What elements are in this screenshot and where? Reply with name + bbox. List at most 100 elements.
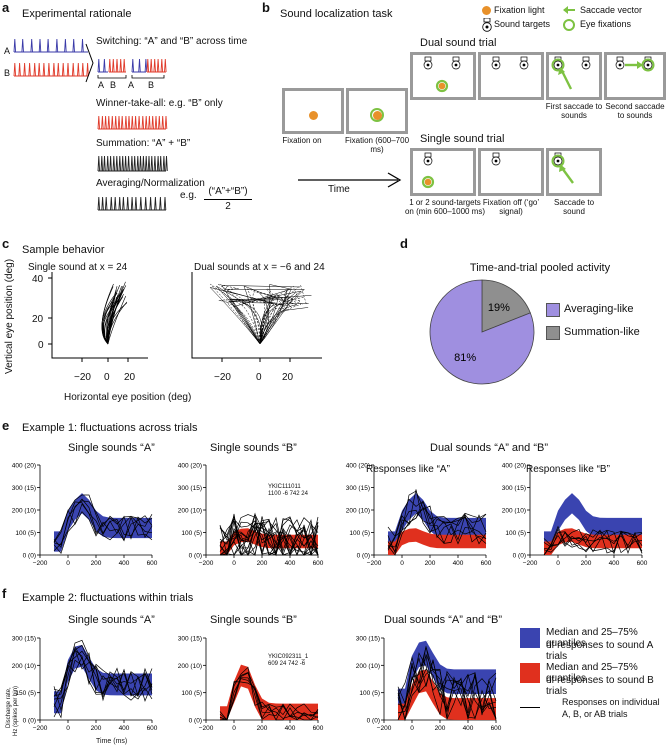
y-tick-label: 0 (0) xyxy=(357,553,370,560)
time-label: Time xyxy=(328,184,350,195)
box-fixation-on xyxy=(282,88,344,134)
pie-value-label-summation: 19% xyxy=(488,302,510,314)
panel-e-letter: e xyxy=(2,418,10,433)
e-cell-id-1: YKIC111011 xyxy=(268,484,301,490)
x-tick-label: −200 xyxy=(377,725,392,732)
x-tick-label: 200 xyxy=(425,560,436,567)
trial-response-line xyxy=(543,528,643,556)
spike-train xyxy=(97,155,168,172)
fixation-light-icon xyxy=(309,111,318,120)
speaker-icon xyxy=(581,56,591,70)
trial-response-line xyxy=(220,678,319,721)
trial-response-line xyxy=(219,513,319,555)
eye-trace xyxy=(107,294,124,345)
panel-b-title: Sound localization task xyxy=(280,8,393,20)
y-tick-label: 100 (5) xyxy=(359,690,380,697)
panel-a-letter: a xyxy=(2,0,10,15)
f-cell-id-1: YKIC092311_1 xyxy=(268,654,309,660)
switch-label-b2: B xyxy=(148,80,155,90)
y-tick-label: 100 (5) xyxy=(349,530,370,537)
x-tick-label: 600 xyxy=(147,725,158,732)
trial-response-line xyxy=(219,672,319,721)
y-tick-label: 400 (20) xyxy=(12,463,36,470)
y-tick-label: 100 (5) xyxy=(15,530,36,537)
eye-trace xyxy=(259,286,294,345)
eye-trace xyxy=(259,293,292,345)
pie-title: Time-and-trial pooled activity xyxy=(469,262,611,274)
e-single-b: Single sounds “B” xyxy=(210,442,297,454)
quantile-band xyxy=(220,664,318,720)
averaging-train xyxy=(97,196,167,211)
spike-train xyxy=(146,58,167,73)
x-tick-label: 200 xyxy=(257,725,268,732)
summation-train xyxy=(97,155,168,172)
e-dual: Dual sounds “A” and “B” xyxy=(430,442,548,454)
eye-trace xyxy=(218,296,288,345)
label-fixation: Fixation (600–700 ms) xyxy=(344,136,410,154)
trial-response-line xyxy=(53,644,153,698)
x-tick-label: 400 xyxy=(609,560,620,567)
y-tick-label: 0 (0) xyxy=(23,553,36,560)
averaging-label: Averaging/Normalization xyxy=(96,178,205,189)
panel-c-title: Sample behavior xyxy=(22,244,105,256)
eye-trace xyxy=(226,299,278,345)
panel-a-title: Experimental rationale xyxy=(22,8,132,20)
legend-fixation-light: Fixation light xyxy=(494,5,545,15)
x-tick-label: 200 xyxy=(91,725,102,732)
spike-train xyxy=(97,58,108,73)
x-tick-label: 600 xyxy=(313,560,324,567)
y-tick-label: 400 (20) xyxy=(346,463,370,470)
legend-line-sample xyxy=(520,707,540,708)
trial-response-line xyxy=(543,528,643,556)
trial-response-line xyxy=(387,509,487,554)
panel-f-letter: f xyxy=(2,586,7,601)
switch-label-a2: A xyxy=(128,80,135,90)
behavior-plots: 40 20 0 −20 0 20 −20 0 20 xyxy=(32,272,322,383)
panel-b-letter: b xyxy=(262,0,270,15)
legend-blue-2: of responses to sound A trials xyxy=(546,640,653,662)
e-like-a: Responses like “A” xyxy=(366,464,450,475)
x-tick-label: −200 xyxy=(367,560,382,567)
legend-averaging: Averaging-like xyxy=(564,303,634,315)
y-tick-label: 300 (15) xyxy=(178,485,202,492)
x-tick-label: 600 xyxy=(313,725,324,732)
x-tick-label: 200 xyxy=(257,560,268,567)
y-tick-label: 0 (0) xyxy=(189,553,202,560)
label-second-saccade: Second saccade to sounds xyxy=(605,102,665,120)
c-y-tick-0: 0 xyxy=(38,340,44,351)
y-tick-label: 200 (10) xyxy=(356,663,380,670)
averaging-eg: e.g. xyxy=(180,190,197,201)
x-tick-label: −200 xyxy=(33,560,48,567)
label-saccade-to-sound: Saccade to sound xyxy=(553,198,595,216)
x-tick-label: 400 xyxy=(119,560,130,567)
y-tick-label: 150 (5) xyxy=(15,690,36,697)
legend-line-1: Responses on individual xyxy=(562,697,660,707)
speaker-icon xyxy=(615,56,625,70)
switch-label-b1: B xyxy=(110,80,117,90)
y-tick-label: 300 (15) xyxy=(346,485,370,492)
legend-swatch-b xyxy=(520,663,540,683)
legend-swatch-summation xyxy=(546,326,560,340)
label-fixation-on: Fixation on xyxy=(282,136,322,145)
y-tick-label: 0 (0) xyxy=(513,553,526,560)
y-tick-label: 200 (10) xyxy=(12,663,36,670)
e-like-b: Responses like “B” xyxy=(526,464,610,475)
trial-response-line xyxy=(53,503,153,555)
f-single-a: Single sounds “A” xyxy=(68,614,155,626)
winner-train xyxy=(97,115,168,130)
x-tick-label: −200 xyxy=(33,725,48,732)
trial-response-line xyxy=(219,677,319,721)
speaker-icon xyxy=(451,56,461,70)
x-tick-label: 600 xyxy=(491,725,502,732)
panel-f-title: Example 2: fluctuations within trials xyxy=(22,592,194,604)
eye-trace xyxy=(209,286,285,345)
box-saccade-to-sound xyxy=(546,148,602,196)
averaging-numerator: (“A”+“B”) xyxy=(208,186,248,197)
fraction-bar xyxy=(204,199,252,200)
bracket-arrow xyxy=(85,43,94,83)
legend-eye-fixations: Eye fixations xyxy=(580,19,632,29)
x-tick-label: −200 xyxy=(523,560,538,567)
eye-trace xyxy=(221,285,301,345)
trial-response-line xyxy=(53,509,153,543)
legend-saccade-vector: Saccade vector xyxy=(580,5,643,15)
